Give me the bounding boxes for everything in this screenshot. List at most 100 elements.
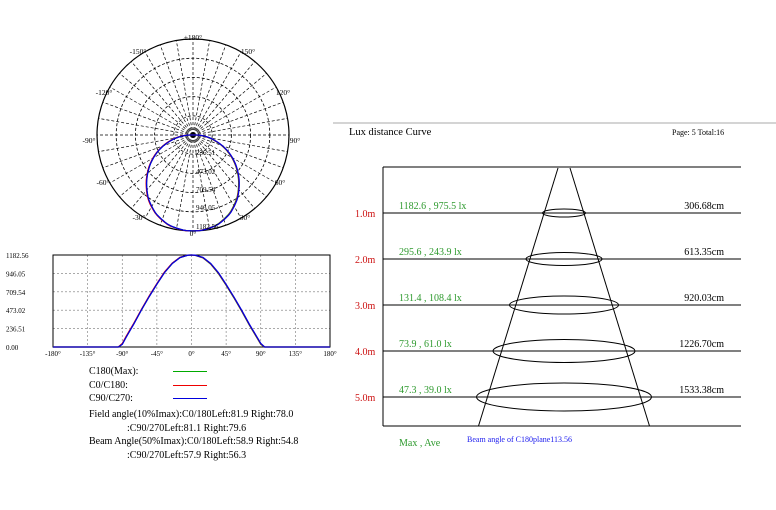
beam-ellipse (542, 208, 586, 218)
polar-spoke (144, 134, 194, 219)
beam-ellipse (509, 295, 619, 315)
polar-radial-labels: 236.51 473.02 709.54 946.05 1182.56 (196, 149, 219, 231)
polar-ring (173, 115, 213, 155)
angle-label-m30: -30° (133, 213, 146, 222)
legend-label: C180(Max): (89, 366, 139, 377)
polar-spoke (192, 134, 267, 197)
polar-spoke (109, 86, 194, 136)
polar-spoke (192, 134, 284, 169)
lux-footer-max-ave: Max , Ave (399, 438, 441, 449)
polar-spoke (102, 101, 194, 136)
lux-distance-label: 4.0m (355, 347, 376, 358)
polar-angle-labels: ±180° -150° 150° -120° 120° -90° 90° -60… (83, 33, 301, 238)
angle-label-p120: 120° (276, 88, 290, 97)
beam-angle-c90-text: :C90/270Left:57.9 Right:56.3 (127, 449, 247, 461)
polar-curves (145, 134, 240, 232)
polar-spoke (192, 40, 211, 136)
x-tick-label: 180° (323, 350, 337, 358)
polar-spoke (192, 86, 277, 136)
polar-spoke (119, 73, 194, 136)
y-tick-label: 0.00 (6, 344, 19, 352)
angle-label-m60: -60° (97, 178, 110, 187)
polar-spoke (192, 134, 242, 219)
polar-spoke (192, 134, 211, 230)
polar-spoke (175, 40, 194, 136)
polar-spoke (192, 134, 277, 184)
angle-label-p60: 60° (275, 178, 286, 187)
x-tick-label: 0° (188, 350, 195, 358)
lux-value-label: 131.4 , 108.4 lx (399, 293, 462, 304)
legend: C180(Max): C0/C180: C90/C270: (89, 365, 207, 406)
legend-label: C0/C180: (89, 379, 128, 391)
lux-header: Lux distance Curve Page: 5 Total:16 (333, 122, 776, 138)
angle-label-m150: -150° (130, 47, 147, 56)
angle-label-p30: 30° (240, 213, 251, 222)
beam-ellipse (492, 339, 636, 363)
y-tick-label: 946.05 (6, 270, 26, 278)
page-indicator: Page: 5 Total:16 (672, 128, 724, 137)
angle-label-180: ±180° (184, 33, 202, 42)
linear-series-3 (53, 254, 330, 348)
polar-spoke (192, 134, 255, 209)
legend-label: C90/C270: (89, 393, 133, 404)
angle-info: Field angle(10%Imax):C0/180Left:81.9 Rig… (89, 408, 298, 462)
field-angle-c90-text: :C90/270Left:81.1 Right:79.6 (127, 422, 247, 434)
x-tick-label: -90° (116, 350, 128, 358)
lux-value-label: 47.3 , 39.0 lx (399, 385, 452, 396)
polar-spoke (192, 134, 227, 226)
y-tick-label: 709.54 (6, 289, 26, 297)
radial-label: 473.02 (196, 168, 216, 176)
lux-value-label: 1182.6 , 975.5 lx (399, 201, 466, 212)
lux-title: Lux distance Curve (349, 127, 432, 138)
y-tick-label: 236.51 (6, 326, 26, 334)
y-tick-label: 1182.56 (6, 252, 29, 260)
angle-label-p90: 90° (290, 136, 301, 145)
polar-spoke (159, 134, 194, 226)
lux-distance-label: 1.0m (355, 209, 376, 220)
polar-spoke (109, 134, 194, 184)
lux-value-label: 295.6 , 243.9 lx (399, 247, 462, 258)
radial-label: 236.51 (196, 149, 216, 157)
linear-chart: 1182.56 946.05 709.54 473.02 236.51 0.00 -180°… (6, 252, 337, 358)
lux-diameter-label: 1226.70cm (679, 339, 724, 350)
beam-ellipse (525, 252, 603, 266)
polar-spoke (192, 44, 227, 136)
field-angle-text: Field angle(10%Imax):C0/180Left:81.9 Rig… (89, 409, 294, 420)
lux-footer: Max , Ave Beam angle of C180plane113.56 (399, 435, 572, 449)
x-tick-label: 45° (221, 350, 231, 358)
polar-spoke (102, 134, 194, 169)
beam-angle-text: Beam Angle(50%Imax):C0/180Left:58.9 Righ… (89, 436, 299, 447)
polar-spoke (192, 61, 255, 136)
angle-label-m90: -90° (83, 136, 96, 145)
polar-spoke (144, 51, 194, 136)
legend-item: C180(Max): (89, 365, 207, 379)
beam-ellipse (476, 382, 652, 412)
lux-diameter-label: 1533.38cm (679, 385, 724, 396)
polar-spoke (98, 117, 194, 136)
y-tick-label: 473.02 (6, 307, 26, 315)
angle-label-0: 0° (190, 229, 197, 238)
polar-spoke (192, 101, 284, 136)
radial-label: 1182.56 (196, 223, 219, 231)
legend-swatch (173, 371, 207, 372)
legend-item: C0/C180: (89, 379, 207, 393)
legend-swatch (173, 384, 207, 386)
x-tick-label: 135° (289, 350, 303, 358)
lux-diameter-label: 306.68cm (684, 201, 724, 212)
beam-edge-left (478, 167, 559, 427)
angle-label-m120: -120° (96, 88, 113, 97)
beam-edge-right (569, 167, 650, 427)
x-tick-label: 90° (256, 350, 266, 358)
lux-distance-label: 5.0m (355, 393, 376, 404)
legend-swatch (173, 398, 207, 399)
lux-diagram: 1.0m 1182.6 , 975.5 lx 306.68cm 2.0m 295.6 ,… (355, 166, 741, 427)
lux-footer-beam-angle: Beam angle of C180plane113.56 (467, 435, 572, 444)
x-tick-label: -135° (80, 350, 96, 358)
lux-value-label: 73.9 , 61.0 lx (399, 339, 452, 350)
angle-label-p150: 150° (241, 47, 255, 56)
polar-spoke (192, 117, 288, 136)
polar-spoke (131, 61, 194, 136)
polar-ring (154, 96, 232, 174)
polar-spoke (131, 134, 194, 209)
